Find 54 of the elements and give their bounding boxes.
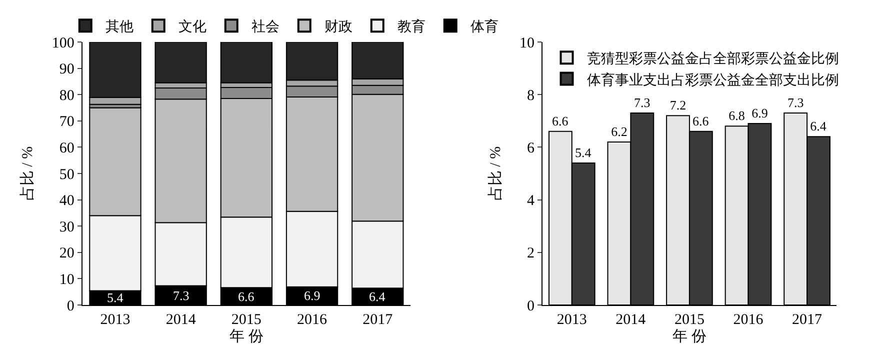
x-tick-label: 2017 xyxy=(792,312,823,328)
y-tick-label: 6 xyxy=(527,140,535,156)
x-tick-label: 2017 xyxy=(362,312,394,328)
data-label: 6.6 xyxy=(552,113,569,128)
x-axis-title: 年 份 xyxy=(672,328,706,345)
y-tick-label: 50 xyxy=(59,166,74,183)
data-label: 7.2 xyxy=(670,98,686,113)
legend-label: 财政 xyxy=(324,19,352,36)
data-label: 6.6 xyxy=(238,289,255,304)
x-tick-label: 2015 xyxy=(674,312,704,328)
data-label: 6.4 xyxy=(369,289,386,304)
data-label: 6.9 xyxy=(752,106,768,121)
data-label: 7.3 xyxy=(787,95,804,110)
y-tick-label: 10 xyxy=(520,35,534,52)
legend-label: 文化 xyxy=(178,19,206,36)
data-label: 6.2 xyxy=(611,124,628,139)
y-axis-title: 占比 / % xyxy=(19,146,36,201)
y-tick-label: 10 xyxy=(59,272,74,288)
x-tick-label: 2015 xyxy=(231,312,262,328)
y-tick-label: 90 xyxy=(59,62,74,78)
legend-label: 体育事业支出占彩票公益金全部支出比例 xyxy=(586,71,839,88)
y-tick-label: 60 xyxy=(59,140,74,156)
x-tick-label: 2014 xyxy=(616,312,646,328)
data-label: 6.9 xyxy=(304,288,320,303)
data-label: 7.3 xyxy=(634,95,650,110)
x-tick-label: 2016 xyxy=(297,312,328,328)
legend-label: 社会 xyxy=(251,19,280,36)
x-tick-label: 2016 xyxy=(733,312,764,328)
x-tick-label: 2013 xyxy=(556,312,587,328)
y-axis-title: 占比 / % xyxy=(486,146,504,201)
data-label: 7.3 xyxy=(173,288,190,303)
y-tick-label: 8 xyxy=(527,88,534,104)
y-tick-label: 0 xyxy=(66,298,74,314)
legend-label: 其他 xyxy=(105,19,134,36)
x-axis-title: 年 份 xyxy=(230,328,264,345)
x-tick-label: 2014 xyxy=(166,312,196,328)
y-tick-label: 20 xyxy=(59,246,74,262)
y-tick-label: 0 xyxy=(527,298,534,314)
x-tick-label: 2013 xyxy=(100,312,130,328)
y-tick-label: 2 xyxy=(527,246,534,262)
data-label: 5.4 xyxy=(574,144,592,160)
y-tick-label: 40 xyxy=(59,193,74,210)
y-tick-label: 30 xyxy=(59,219,74,236)
legend-label: 体育 xyxy=(470,18,498,36)
data-label: 6.6 xyxy=(692,113,710,128)
data-label: 5.4 xyxy=(107,290,124,305)
y-tick-label: 100 xyxy=(52,35,74,52)
data-label: 6.4 xyxy=(810,118,827,134)
data-label: 6.8 xyxy=(728,108,745,124)
y-tick-label: 4 xyxy=(527,193,535,210)
legend-label: 竞猜型彩票公益金占全部彩票公益金比例 xyxy=(586,51,839,68)
y-tick-label: 70 xyxy=(59,114,74,130)
y-tick-label: 80 xyxy=(59,88,74,104)
legend-label: 教育 xyxy=(397,18,426,36)
